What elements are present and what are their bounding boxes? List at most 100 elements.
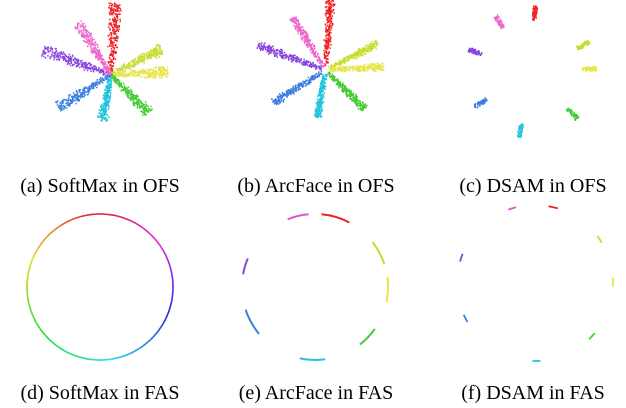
feature-cluster [41,45,111,78]
feature-arc [26,291,29,298]
feature-arc [167,306,171,313]
feature-arc [242,258,249,275]
feature-cluster [271,70,323,106]
feature-cluster [329,62,385,73]
feature-arc [459,253,464,262]
feature-arc [26,271,30,277]
feature-arc [385,276,389,303]
feature-arc [58,346,64,351]
feature-cluster [473,97,488,109]
feature-arc [163,252,168,259]
feature-arc [30,256,35,263]
feature-arc [43,235,49,241]
caption: (e) ArcFace in FAS [239,382,394,404]
feature-arc [106,358,113,361]
feature-arc [81,356,88,360]
feature-arc [371,241,386,265]
feature-arc [161,247,166,254]
feature-cluster [256,42,323,71]
feature-arc [139,343,146,349]
feature-arc [26,276,29,282]
feature-arc [102,213,109,216]
feature-arc [50,228,57,234]
feature-cluster [532,5,539,22]
feature-arc [76,355,83,359]
feature-cluster [74,20,112,76]
feature-arc [507,206,517,211]
feature-arc [112,214,119,218]
feature-arc [37,324,42,331]
feature-arc [67,351,74,356]
feature-arc [40,239,46,245]
feature-arc [117,215,124,219]
feature-arc [462,314,469,323]
feature-arc [171,292,174,298]
feature-arc [111,357,118,360]
feature-cluster [467,47,483,56]
feature-cluster [109,44,164,77]
feature-arc [87,213,94,216]
feature-cluster [323,0,336,67]
feature-arc [548,205,559,210]
feature-cluster [326,71,368,112]
feature-arc [321,213,350,224]
feature-arc [135,346,142,352]
feature-arc [39,328,45,335]
feature-arc [165,256,170,263]
feature-arc [171,276,174,283]
feature-arc [140,225,146,231]
feature-arc [131,349,137,354]
feature-arc [82,214,89,217]
feature-arc [67,218,74,223]
feature-arc [107,213,114,216]
feature-arc [26,296,30,303]
feature-arc [170,271,174,278]
feature-arc [29,261,33,268]
feature-arc [86,358,93,361]
caption: (a) SoftMax in OFS [20,175,179,197]
feature-arc [27,266,31,272]
feature-arc [71,353,78,358]
feature-arc [62,349,69,354]
feature-arc [126,351,133,356]
feature-arc [72,216,79,221]
feature-arc [359,328,376,346]
feature-cluster [565,107,580,121]
feature-arc [158,243,163,250]
feature-arc [77,215,84,219]
feature-arc [144,228,150,234]
feature-arc [32,251,37,258]
feature-cluster [313,74,328,119]
feature-cluster [516,123,524,138]
caption: (c) DSAM in OFS [459,175,606,197]
feature-arc [165,311,170,318]
feature-arc [151,333,157,339]
feature-arc [122,216,129,221]
feature-arc [167,261,172,268]
feature-arc [54,343,60,349]
feature-arc [46,231,53,237]
caption: (d) SoftMax in FAS [20,382,179,404]
feature-arc [131,220,138,225]
feature-cluster [107,2,122,76]
feature-arc [126,218,133,223]
feature-arc [588,332,596,340]
feature-arc [43,332,49,339]
feature-arc [244,309,260,335]
feature-arc [37,243,42,249]
feature-arc [155,239,161,246]
feature-arc [143,340,150,346]
feature-cluster [327,40,379,71]
feature-cluster [110,66,169,80]
feature-arc [170,297,174,303]
feature-cluster [110,73,153,117]
feature-arc [163,316,168,323]
feature-arc [91,358,98,361]
feature-arc [151,235,157,242]
caption: (f) DSAM in FAS [461,382,605,404]
feature-cluster [581,65,598,72]
feature-arc [596,235,603,244]
feature-arc [136,223,142,228]
feature-arc [32,315,37,322]
